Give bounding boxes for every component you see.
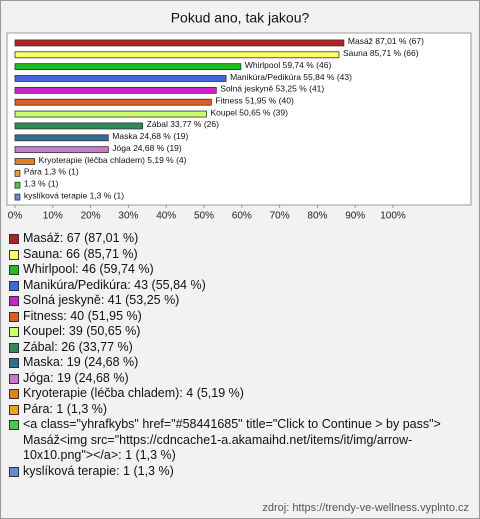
bar: [14, 122, 144, 130]
legend-swatch: [9, 342, 19, 353]
x-tick-label: 40%: [156, 211, 176, 222]
value-label: Solná jeskyně 53,25 % (41): [220, 84, 324, 94]
legend-item: Zábal: 26 (33,77 %): [9, 340, 471, 356]
legend-label: kyslíková terapie: 1 (1,3 %): [23, 463, 174, 478]
legend-swatch: [9, 389, 19, 399]
bar: [14, 39, 345, 47]
value-label: Koupel 50,65 % (39): [210, 107, 288, 117]
bar: [14, 75, 227, 82]
value-label: Whirlpool 59,74 % (46): [245, 60, 332, 70]
x-tick-label: 0%: [8, 211, 23, 222]
x-tick-label: 30%: [118, 211, 138, 222]
value-label: 1,3 % (1): [24, 178, 59, 188]
plot-area: [6, 32, 472, 206]
legend-label: Kryoterapie (léčba chladem): 4 (5,19 %): [23, 386, 244, 400]
legend-item: Manikúra/Pedikúra: 43 (55,84 %): [9, 278, 471, 294]
legend-swatch: [9, 311, 19, 322]
bar: [14, 63, 242, 71]
legend-item: Koupel: 39 (50,65 %): [9, 324, 471, 340]
x-tick-label: 90%: [345, 211, 365, 222]
legend-item: Solná jeskyně: 41 (53,25 %): [9, 293, 471, 309]
legend-item: Jóga: 19 (24,68 %): [9, 371, 471, 387]
value-label: Maska 24,68 % (19): [112, 131, 188, 141]
x-tick-label: 10%: [43, 211, 63, 222]
source: zdroj: https://trendy-ve-wellness.vyplnt…: [262, 502, 469, 514]
x-tick-label: 20%: [81, 211, 101, 222]
legend-item: kyslíková terapie: 1 (1,3 %): [9, 464, 471, 480]
legend-item: <a class="yhrafkybs" href="#58441685" ti…: [9, 417, 471, 464]
legend-label: Sauna: 66 (85,71 %): [23, 246, 138, 261]
bar: [14, 86, 217, 94]
x-tick-label: 70%: [270, 211, 290, 222]
legend-label: Fitness: 40 (51,95 %): [23, 308, 142, 323]
legend-swatch: [9, 404, 19, 415]
value-label: kyslíková terapie 1,3 % (1): [24, 190, 124, 200]
x-tick-label: 80%: [307, 211, 327, 222]
legend-item: Pára: 1 (1,3 %): [9, 402, 471, 418]
legend-swatch: [9, 280, 19, 291]
bar: [14, 51, 340, 59]
legend-swatch: [9, 466, 19, 477]
legend-swatch: [9, 373, 19, 384]
bar: [14, 181, 21, 189]
value-label: Kryoterapie (léčba chladem) 5,19 % (4): [39, 155, 187, 165]
value-label: Zábal 33,77 % (26): [147, 119, 219, 129]
legend-swatch: [9, 327, 19, 337]
legend-swatch: [9, 296, 19, 306]
legend-swatch: [9, 358, 19, 368]
legend-swatch: [9, 234, 19, 244]
legend-item: Whirlpool: 46 (59,74 %): [9, 262, 471, 278]
bar: [14, 193, 21, 201]
x-tick-label: 60%: [232, 211, 252, 222]
legend-label: Zábal: 26 (33,77 %): [23, 339, 133, 354]
bar: [14, 134, 109, 142]
legend-label: Koupel: 39 (50,65 %): [23, 324, 141, 338]
legend-label: Maska: 19 (24,68 %): [23, 355, 139, 369]
legend-label: Masáž: 67 (87,01 %): [23, 231, 139, 245]
legend-label: Whirlpool: 46 (59,74 %): [23, 262, 154, 276]
legend-item: Kryoterapie (léčba chladem): 4 (5,19 %): [9, 386, 471, 402]
legend-label: Jóga: 19 (24,68 %): [23, 370, 129, 385]
legend-label: Manikúra/Pedikúra: 43 (55,84 %): [23, 277, 206, 292]
value-label: Manikúra/Pedikúra 55,84 % (43): [230, 72, 352, 82]
legend-item: Fitness: 40 (51,95 %): [9, 309, 471, 325]
value-label: Sauna 85,71 % (66): [343, 48, 419, 58]
bar: [14, 98, 212, 106]
legend-label: Solná jeskyně: 41 (53,25 %): [23, 293, 180, 307]
legend-swatch: [9, 265, 19, 275]
value-label: Fitness 51,95 % (40): [215, 95, 294, 105]
bar: [14, 110, 207, 118]
legend: Masáž: 67 (87,01 %) Sauna: 66 (85,71 %) Wh…: [9, 231, 471, 479]
legend-label: <a class="yhrafkybs" href="#58441685" ti…: [23, 417, 441, 462]
bar: [14, 169, 21, 177]
legend-item: Maska: 19 (24,68 %): [9, 355, 471, 371]
bar: [14, 146, 109, 154]
legend-item: Sauna: 66 (85,71 %): [9, 247, 471, 263]
legend-label: Pára: 1 (1,3 %): [23, 401, 108, 416]
value-label: Masáž 87,01 % (67): [348, 36, 424, 46]
value-label: Pára 1,3 % (1): [24, 167, 79, 177]
bar: [14, 158, 36, 165]
chart: Pokud ano, tak jakou? 0% 10% 20% 30% 40% 50% 6…: [6, 10, 472, 222]
legend-item: Masáž: 67 (87,01 %): [9, 231, 471, 247]
chart-title: Pokud ano, tak jakou?: [171, 10, 310, 26]
x-tick-label: 100%: [380, 211, 406, 222]
value-label: Jóga 24,68 % (19): [112, 143, 182, 153]
x-tick-label: 50%: [194, 211, 214, 222]
legend-swatch: [9, 420, 19, 430]
legend-swatch: [9, 249, 19, 260]
